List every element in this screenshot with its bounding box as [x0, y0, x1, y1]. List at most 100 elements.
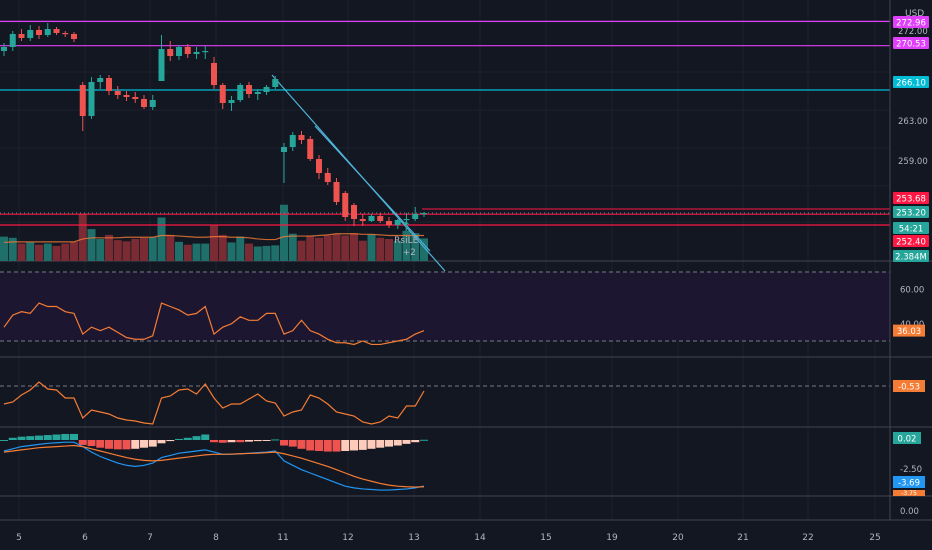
volume-bar [26, 242, 35, 261]
candle-body [281, 147, 287, 152]
price-badge [893, 76, 929, 88]
price-badge [893, 37, 929, 49]
macd-pane [0, 433, 428, 491]
price-badge [893, 192, 929, 204]
time-tick-label: 21 [737, 533, 748, 543]
macd-histogram-bar [402, 440, 411, 444]
macd-histogram-bar [420, 439, 428, 441]
time-tick-label: 12 [342, 533, 353, 543]
time-tick-label: 22 [802, 533, 813, 543]
volume-bar [323, 235, 332, 261]
volume-bar [227, 242, 236, 261]
volume-bar [288, 233, 297, 261]
volume-bar [297, 240, 306, 261]
candle-body [167, 49, 174, 56]
volume-bar [236, 236, 245, 261]
price-pane: ↑RsiLE +2 [0, 20, 890, 272]
macd-histogram-bar [8, 437, 17, 440]
volume-bar [52, 245, 61, 261]
volume-bar [70, 241, 78, 261]
time-tick-label: 15 [540, 533, 551, 543]
macd-histogram-bar [105, 440, 113, 449]
macd-histogram-bar [17, 436, 26, 440]
candle-body [176, 47, 182, 56]
volume-bar [411, 233, 420, 261]
volume-bar [262, 245, 271, 261]
volume-bar [245, 243, 253, 261]
candle-body [71, 34, 77, 39]
volume-bar [376, 237, 385, 261]
macd-hist-badge [893, 432, 921, 444]
volume-bar [358, 240, 367, 261]
candle-body [298, 135, 305, 140]
macd-histogram-bar [96, 440, 105, 448]
rsi-value-badge [893, 324, 925, 337]
volume-bar [0, 236, 8, 261]
macd-histogram-bar [253, 440, 262, 442]
signal-sub-label: +2 [403, 248, 416, 258]
candle-body [36, 30, 42, 35]
candle-body [359, 219, 366, 221]
macd-histogram-bar [367, 440, 376, 449]
price-badge-label: 253.20 [896, 209, 926, 219]
price-badge [893, 250, 929, 262]
macd-histogram-bar [332, 440, 341, 452]
volume-ma-line [3, 233, 424, 244]
macd-histogram-bar [78, 440, 87, 445]
candle-body [158, 49, 165, 81]
candle-body [246, 85, 252, 94]
oscillator-value-badge [893, 380, 925, 392]
macd-histogram-bar [210, 440, 218, 443]
candle-body [254, 92, 261, 94]
macd-histogram-bar [350, 440, 358, 451]
price-badge-label: 54:21 [899, 225, 924, 235]
volume-bar [253, 246, 262, 261]
price-badge-label: 2.384M [895, 253, 927, 263]
volume-bar [393, 240, 402, 261]
signal-label: RsiLE [394, 236, 418, 246]
volume-bar [87, 229, 96, 261]
macd-histogram-bar [262, 440, 271, 441]
candle-body [237, 85, 244, 100]
time-tick-label: 8 [213, 533, 219, 543]
volume-bar [78, 213, 87, 261]
macd-histogram-bar [376, 440, 385, 448]
macd-histogram-bar [166, 440, 175, 442]
macd-histogram-bar [315, 440, 323, 451]
rsi-tick-label: 60.00 [900, 285, 924, 295]
candle-body [184, 47, 191, 54]
candle-body [316, 159, 322, 173]
price-tick-label: 263.00 [898, 117, 928, 127]
volume-bar [341, 235, 350, 261]
candle-body [412, 214, 419, 219]
volume-bars [0, 204, 428, 261]
price-badge [893, 16, 929, 28]
volume-bar [201, 243, 210, 261]
candle-body [9, 34, 16, 47]
candle-body [377, 216, 384, 221]
candle-body [114, 91, 121, 95]
candle-body [202, 51, 209, 53]
macd-histogram-bar [297, 440, 306, 449]
volume-bar [385, 238, 393, 261]
macd-histogram-bar [236, 440, 245, 443]
macd-histogram-bar [131, 440, 140, 449]
price-tick-label: 272.00 [898, 27, 928, 37]
volume-bar [43, 243, 52, 261]
macd-histogram-bar [113, 440, 122, 450]
volume-bar [140, 237, 148, 261]
candle-body [333, 182, 340, 202]
macd-histogram-bar [271, 439, 280, 441]
volume-bar [35, 244, 43, 261]
macd-value-label: -3.69 [898, 479, 920, 489]
macd-histogram-bar [323, 440, 332, 452]
macd-signal-line [3, 444, 425, 488]
price-badge [893, 235, 929, 247]
volume-bar [166, 234, 175, 261]
macd-histogram-bar [227, 440, 236, 443]
macd-histogram-bar [201, 434, 210, 440]
oscillator-pane [0, 381, 890, 425]
price-badge [893, 222, 929, 234]
candle-body [289, 135, 296, 147]
